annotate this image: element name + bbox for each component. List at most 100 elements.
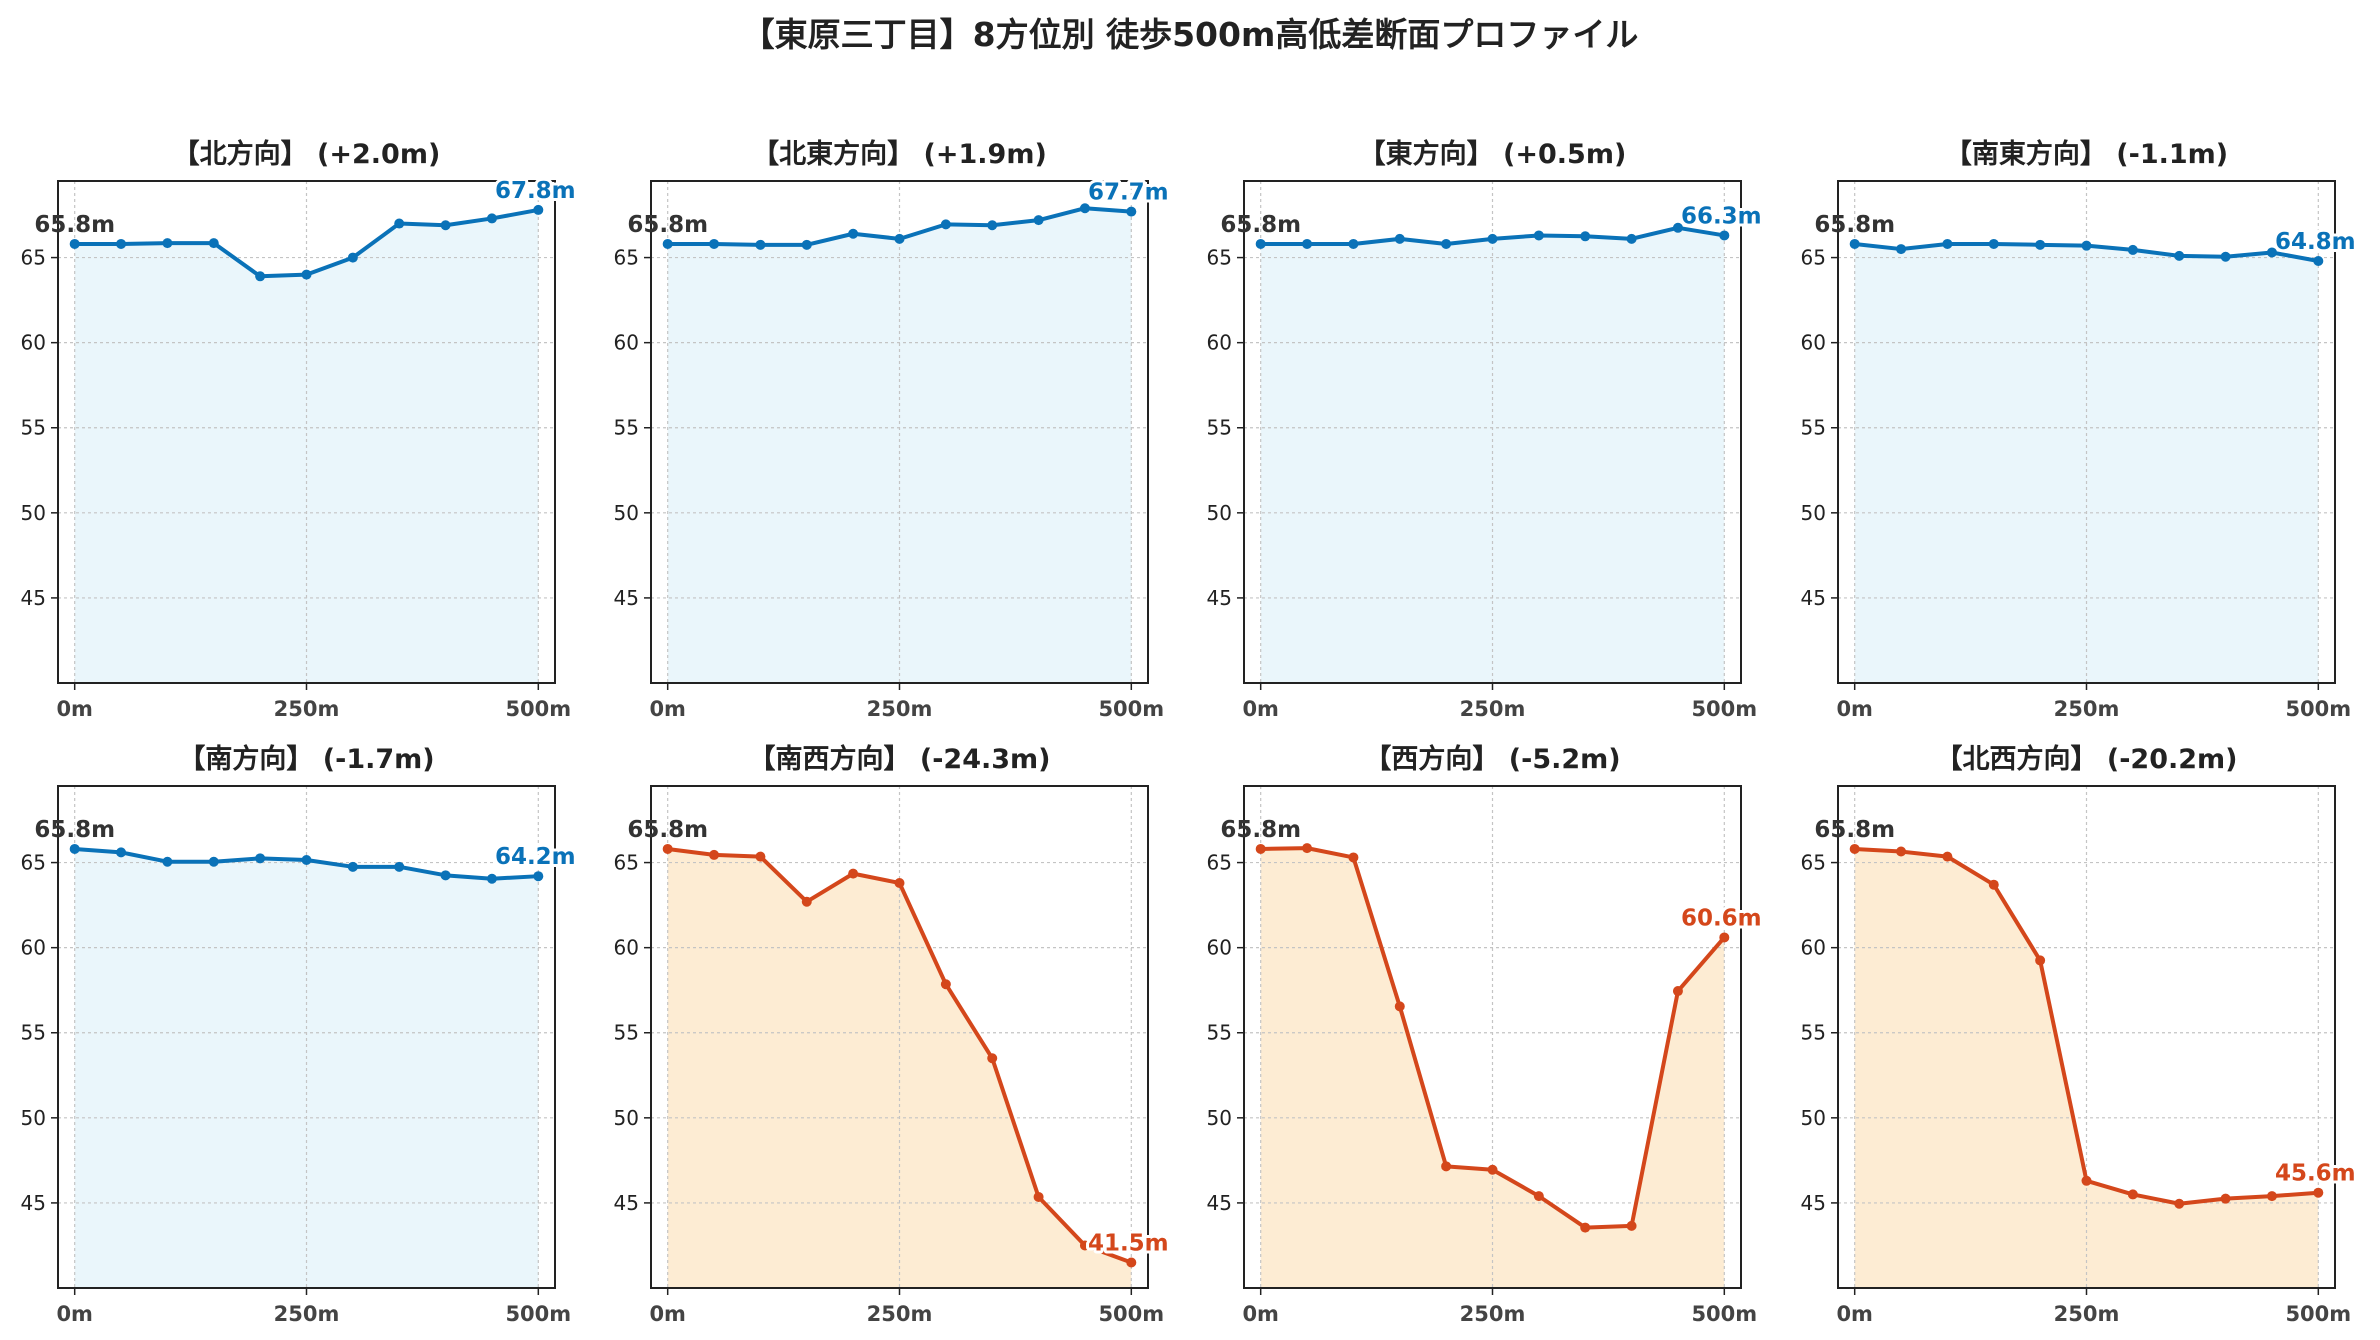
data-point [1033,1191,1044,1202]
data-point [162,856,173,867]
y-tick-label: 60 [614,331,639,355]
data-point [347,861,358,872]
x-tick-label: 0m [1836,697,1873,721]
data-point [1079,203,1090,214]
data-point [1580,1222,1591,1233]
x-tick-label: 500m [1098,697,1164,721]
data-point [208,238,219,249]
data-point [1719,932,1730,943]
data-point [940,219,951,230]
data-point [1896,846,1907,857]
y-tick-label: 45 [21,1191,46,1215]
subplot-3: 【東方向】 (+0.5m) 45 50 55 60 65 0m 250m 500m 65.8m 66… [1207,138,1765,721]
data-point [2313,255,2324,266]
y-tick-label: 65 [21,851,46,875]
start-value-label: 65.8m [627,212,708,238]
y-tick-label: 65 [1207,851,1232,875]
area-fill [1854,848,2319,1288]
x-tick-label: 250m [274,697,340,721]
subplot-title: 【北方向】 (+2.0m) [173,138,441,170]
data-point [1533,230,1544,241]
x-tick-label: 500m [1098,1302,1164,1326]
subplot-6: 【南西方向】 (-24.3m) 45 50 55 60 65 0m 250m 500m 65.8m… [614,743,1172,1326]
y-tick-label: 65 [614,246,639,270]
x-tick-label: 250m [867,1302,933,1326]
data-point [1849,843,1860,854]
data-point [801,239,812,250]
x-tick-label: 0m [56,697,93,721]
data-point [301,855,312,866]
y-tick-label: 60 [1801,331,1826,355]
area-fill [1260,227,1725,683]
data-point [1988,238,1999,249]
data-point [662,238,673,249]
end-value-label: 64.8m [2275,229,2356,255]
subplot-4: 【南東方向】 (-1.1m) 45 50 55 60 65 0m 250m 500m 65.8m 6… [1801,138,2359,721]
y-tick-label: 60 [1207,936,1232,960]
data-point [394,861,405,872]
end-value-label: 64.2m [495,844,576,870]
data-point [116,847,127,858]
data-point [208,856,219,867]
data-point [1672,986,1683,997]
end-value-label: 67.7m [1088,180,1169,206]
data-point [1126,206,1137,217]
data-point [987,1053,998,1064]
x-tick-label: 250m [274,1302,340,1326]
data-point [709,849,720,860]
y-tick-label: 65 [614,851,639,875]
data-point [162,238,173,249]
data-point [394,218,405,229]
x-tick-label: 0m [649,697,686,721]
subplot-5: 【南方向】 (-1.7m) 45 50 55 60 65 0m 250m 500m 65.8m 64… [21,743,579,1326]
y-tick-label: 50 [1801,501,1826,525]
data-point [116,238,127,249]
data-point [1441,238,1452,249]
y-tick-label: 45 [21,586,46,610]
y-tick-label: 50 [1801,1106,1826,1130]
y-tick-label: 55 [21,1021,46,1045]
y-tick-label: 60 [1801,936,1826,960]
y-tick-label: 45 [1207,586,1232,610]
data-point [347,252,358,263]
x-tick-label: 500m [505,1302,571,1326]
data-point [533,204,544,215]
data-point [2174,1198,2185,1209]
x-tick-label: 250m [2054,1302,2120,1326]
data-point [1580,231,1591,242]
data-point [894,877,905,888]
data-point [533,871,544,882]
data-point [2220,1193,2231,1204]
subplot-title: 【東方向】 (+0.5m) [1359,138,1627,170]
data-point [1079,1240,1090,1251]
x-tick-label: 0m [56,1302,93,1326]
data-point [1672,222,1683,233]
data-point [1255,238,1266,249]
y-tick-label: 50 [1207,1106,1232,1130]
data-point [755,239,766,250]
figure-title: 【東原三丁目】8方位別 徒歩500m高低差断面プロファイル [741,15,1639,54]
start-value-label: 65.8m [627,817,708,843]
end-value-label: 67.8m [495,178,576,204]
data-point [987,220,998,231]
end-value-label: 45.6m [2275,1161,2356,1187]
data-point [894,233,905,244]
subplot-title: 【南方向】 (-1.7m) [178,743,434,775]
y-tick-label: 45 [614,586,639,610]
data-point [1394,1001,1405,1012]
start-value-label: 65.8m [1220,817,1301,843]
y-tick-label: 55 [1207,1021,1232,1045]
subplot-title: 【北西方向】 (-20.2m) [1935,743,2237,775]
subplot-7: 【西方向】 (-5.2m) 45 50 55 60 65 0m 250m 500m 65.8m 60… [1207,743,1765,1326]
y-tick-label: 65 [1207,246,1232,270]
data-point [486,213,497,224]
data-point [1033,215,1044,226]
data-point [755,851,766,862]
start-value-label: 65.8m [1814,817,1895,843]
data-point [301,269,312,280]
end-value-label: 41.5m [1088,1230,1169,1256]
data-point [1348,238,1359,249]
data-point [69,843,80,854]
